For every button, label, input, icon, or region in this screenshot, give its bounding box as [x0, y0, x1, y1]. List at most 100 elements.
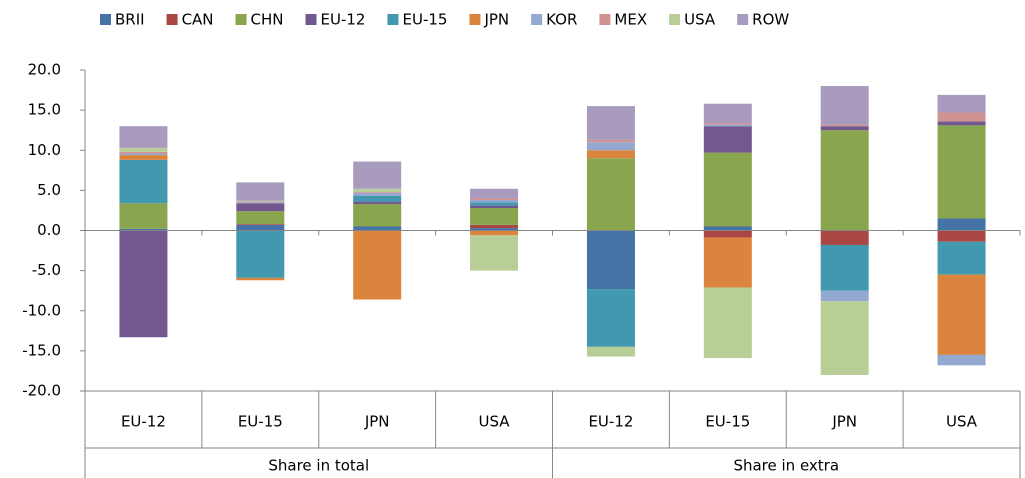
- bar-segment: [236, 230, 285, 278]
- x-tick-label: USA: [479, 413, 511, 431]
- legend-swatch: [166, 14, 178, 25]
- bar-segment: [353, 204, 402, 227]
- legend-swatch: [737, 14, 749, 25]
- x-tick-label: EU-15: [705, 413, 750, 431]
- bar-segment: [470, 230, 519, 236]
- bar-segment: [119, 147, 168, 152]
- bar-segment: [703, 152, 752, 227]
- bar-segment: [236, 224, 285, 225]
- bar-segment: [703, 122, 752, 125]
- bar-segment: [703, 103, 752, 123]
- legend-swatch: [469, 14, 481, 25]
- bar-segment: [119, 155, 168, 160]
- bar-segment: [586, 150, 635, 159]
- bar-segment: [937, 112, 986, 122]
- legend-label: EU-12: [321, 11, 366, 29]
- bar-segment: [470, 188, 519, 199]
- legend-swatch: [669, 14, 681, 25]
- legend-label: CAN: [182, 11, 214, 29]
- bar-segment: [119, 126, 168, 148]
- legend-label: BRII: [115, 11, 145, 29]
- bar-segment: [937, 274, 986, 355]
- bar-segment: [937, 218, 986, 231]
- bar-segment: [119, 203, 168, 229]
- bar-segment: [586, 142, 635, 151]
- bar-segment: [353, 195, 402, 202]
- x-tick-label: USA: [946, 413, 978, 431]
- x-tick-label: EU-12: [121, 413, 166, 431]
- bar-segment: [470, 200, 519, 203]
- y-tick-label: -5.0: [32, 261, 61, 279]
- bar-segment: [470, 208, 519, 225]
- legend-label: JPN: [483, 11, 509, 29]
- y-tick-label: 20.0: [28, 61, 61, 79]
- y-tick-label: 10.0: [28, 141, 61, 159]
- bar-segment: [353, 192, 402, 196]
- bar-segment: [236, 203, 285, 212]
- bar-segment: [820, 124, 869, 127]
- bar-segment: [820, 244, 869, 291]
- legend-swatch: [599, 14, 611, 25]
- bar-segment: [703, 226, 752, 231]
- bar-segment: [703, 230, 752, 238]
- legend-swatch: [235, 14, 247, 25]
- bar-segment: [236, 182, 285, 201]
- bar-segment: [353, 188, 402, 192]
- bar-segment: [353, 201, 402, 205]
- legend-swatch: [531, 14, 543, 25]
- bar-segment: [937, 94, 986, 113]
- legend-label: EU-15: [402, 11, 447, 29]
- x-tick-label: JPN: [831, 413, 857, 431]
- bar-segment: [703, 124, 752, 127]
- legend-swatch: [387, 14, 399, 25]
- bar-segment: [470, 205, 519, 209]
- group-label: Share in extra: [733, 457, 839, 475]
- x-tick-label: EU-12: [588, 413, 633, 431]
- x-tick-label: JPN: [364, 413, 390, 431]
- y-tick-label: -15.0: [22, 341, 61, 359]
- x-tick-label: EU-15: [238, 413, 283, 431]
- bar-segment: [937, 230, 986, 242]
- bar-segment: [470, 198, 519, 201]
- y-tick-label: -20.0: [22, 382, 61, 400]
- bar-segment: [937, 121, 986, 126]
- bar-segment: [119, 153, 168, 156]
- bar-segment: [586, 289, 635, 347]
- bar-segment: [236, 211, 285, 225]
- bar-segment: [236, 201, 285, 203]
- bar-segment: [470, 202, 519, 206]
- bar-segment: [236, 200, 285, 202]
- bar-segment: [703, 287, 752, 359]
- y-tick-label: 0.0: [37, 221, 61, 239]
- bar-segment: [353, 226, 402, 231]
- legend-label: CHN: [251, 11, 284, 29]
- bar-segment: [119, 151, 168, 154]
- legend-label: USA: [684, 11, 716, 29]
- y-tick-label: -10.0: [22, 301, 61, 319]
- bar-segment: [820, 86, 869, 125]
- y-tick-label: 15.0: [28, 101, 61, 119]
- legend-label: KOR: [546, 11, 577, 29]
- bar-segment: [353, 161, 402, 189]
- bar-segment: [470, 235, 519, 271]
- bar-segment: [236, 224, 285, 231]
- bar-segment: [586, 230, 635, 290]
- group-label: Share in total: [268, 457, 369, 475]
- bar-segment: [470, 228, 519, 231]
- bar-segment: [586, 139, 635, 143]
- bar-segment: [820, 301, 869, 375]
- bar-segment: [937, 354, 986, 366]
- bar-segment: [820, 230, 869, 245]
- bar-segment: [353, 230, 402, 300]
- bar-segment: [820, 126, 869, 131]
- legend-swatch: [100, 14, 111, 25]
- bar-segment: [119, 228, 168, 231]
- bar-segment: [703, 126, 752, 153]
- legend-swatch: [305, 14, 317, 25]
- bar-segment: [820, 130, 869, 231]
- bar-segment: [236, 277, 285, 281]
- bar-segment: [820, 290, 869, 302]
- bar-segment: [586, 346, 635, 357]
- bar-segment: [703, 237, 752, 288]
